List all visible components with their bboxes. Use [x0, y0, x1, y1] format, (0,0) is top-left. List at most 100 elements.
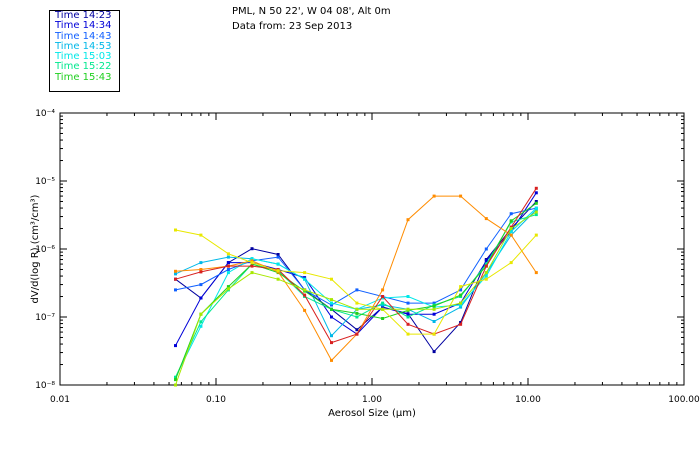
data-point [432, 350, 436, 354]
data-point [484, 277, 488, 281]
data-point [509, 233, 513, 237]
data-date: Data from: 23 Sep 2013 [232, 21, 353, 32]
data-point [534, 210, 538, 214]
data-point [459, 322, 463, 326]
data-point [381, 317, 385, 320]
data-point [355, 288, 359, 292]
data-point [459, 301, 463, 305]
data-point [509, 261, 513, 265]
data-point [509, 227, 513, 230]
data-point [509, 230, 513, 234]
data-point [406, 315, 410, 319]
data-point [330, 298, 333, 302]
data-point [381, 295, 385, 298]
x-tick-label: 1.00 [362, 395, 382, 405]
data-point [199, 283, 203, 287]
data-point [226, 285, 230, 289]
data-point [406, 332, 410, 336]
data-point [534, 206, 538, 210]
data-point [459, 194, 463, 198]
data-point [355, 332, 359, 336]
data-point [459, 293, 463, 297]
data-point [459, 303, 463, 307]
data-point [174, 383, 177, 387]
data-point [381, 301, 385, 305]
data-point [250, 261, 254, 265]
data-point [534, 200, 538, 203]
data-point [330, 303, 333, 307]
series [174, 210, 538, 387]
data-point [250, 271, 254, 275]
series [174, 201, 538, 382]
data-point [484, 264, 488, 268]
series [174, 213, 538, 379]
data-point [276, 262, 280, 266]
data-point [484, 217, 488, 221]
data-point [174, 378, 177, 382]
legend-entry: Time 14:53 [55, 40, 112, 52]
data-point [509, 212, 513, 216]
data-point [406, 301, 410, 305]
data-point [174, 269, 177, 273]
data-point [226, 271, 230, 275]
legend-entry: Time 15:03 [55, 51, 112, 63]
data-point [432, 307, 436, 311]
data-point [534, 201, 538, 205]
data-point [534, 233, 538, 237]
y-tick-label: 10⁻⁶ [35, 245, 55, 255]
series [174, 194, 538, 362]
x-tick-label: 100.00 [668, 395, 700, 405]
data-point [432, 332, 436, 336]
data-point [459, 305, 463, 309]
data-point [484, 259, 488, 263]
data-point [174, 228, 177, 232]
data-point [303, 288, 307, 292]
data-point [276, 255, 280, 259]
data-point [509, 219, 513, 223]
data-point [406, 322, 410, 326]
data-point [226, 255, 230, 259]
data-point [330, 334, 333, 338]
data-point [459, 288, 463, 292]
series-line [175, 214, 537, 378]
data-point [381, 305, 385, 309]
data-point [174, 288, 177, 292]
data-point [276, 253, 280, 256]
data-point [406, 218, 410, 222]
series [174, 206, 538, 379]
data-point [250, 257, 254, 261]
y-tick-label: 10⁻⁵ [35, 177, 55, 187]
data-point [303, 277, 307, 281]
data-point [432, 194, 436, 198]
data-point [330, 307, 333, 311]
data-point [174, 375, 177, 379]
site-title: PML, N 50 22', W 04 08', Alt 0m [232, 6, 391, 17]
series-line [175, 207, 537, 378]
data-point [330, 358, 333, 362]
data-point [303, 308, 307, 312]
data-point [330, 341, 333, 345]
x-tick-label: 10.00 [515, 395, 541, 405]
data-point [199, 261, 203, 265]
data-point [534, 186, 538, 190]
legend-entry: Time 14:43 [55, 30, 112, 42]
data-point [459, 285, 463, 289]
legend-entry: Time 14:23 [55, 10, 112, 21]
y-tick-label: 10⁻⁸ [35, 381, 55, 391]
data-point [303, 293, 307, 297]
plot-frame [59, 112, 685, 386]
data-point [432, 304, 436, 308]
data-point [276, 269, 280, 273]
data-point [226, 261, 230, 265]
x-axis-label: Aerosol Size (µm) [328, 408, 416, 419]
data-point [484, 247, 488, 251]
data-point [330, 277, 333, 281]
data-point [355, 328, 359, 332]
data-point [484, 274, 488, 278]
data-point [330, 301, 333, 305]
data-point [303, 276, 307, 280]
data-point [199, 296, 203, 300]
data-point [432, 301, 436, 305]
series [174, 228, 538, 336]
